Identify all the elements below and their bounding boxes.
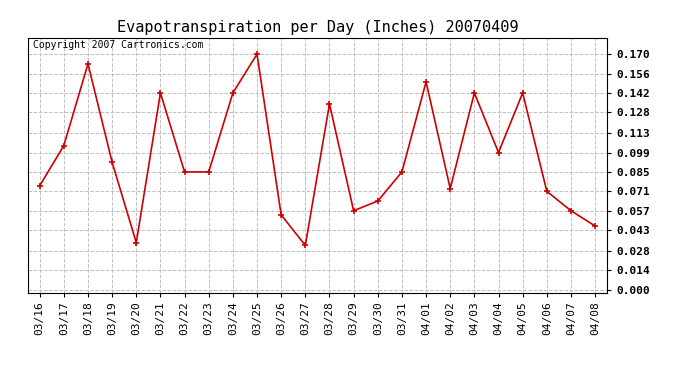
Text: Copyright 2007 Cartronics.com: Copyright 2007 Cartronics.com <box>33 40 204 50</box>
Title: Evapotranspiration per Day (Inches) 20070409: Evapotranspiration per Day (Inches) 2007… <box>117 20 518 35</box>
